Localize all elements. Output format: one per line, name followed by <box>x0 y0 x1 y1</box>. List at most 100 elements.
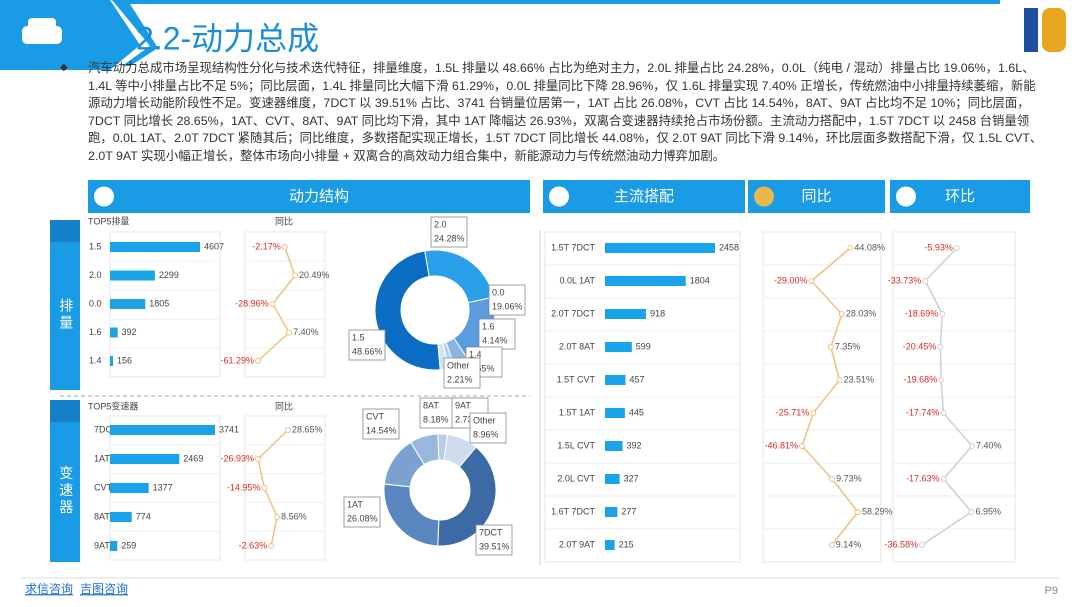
point <box>808 278 815 284</box>
car-icon <box>22 26 62 44</box>
slice-label: 2.0 <box>434 219 447 229</box>
slice-label-box <box>419 397 457 429</box>
point-label: -28.96% <box>235 298 269 308</box>
bar-value: 2299 <box>159 270 179 280</box>
bar-value: 457 <box>629 374 644 384</box>
point <box>810 410 817 416</box>
bar-label: 2.0T 8AT <box>559 341 596 351</box>
slice-value: 24.28% <box>434 233 465 243</box>
bar-value: 259 <box>121 540 136 550</box>
bar-label: 0.0 <box>89 298 102 308</box>
bar-value: 277 <box>621 506 636 516</box>
chart-frame <box>244 415 326 561</box>
slice-label: 1.5 <box>352 332 365 342</box>
bar-label: 8AT <box>94 511 110 521</box>
slice-value: 8.18% <box>423 414 449 424</box>
point-label: 7.35% <box>835 341 861 351</box>
section-header <box>88 180 530 213</box>
donut-slice <box>374 250 441 371</box>
slice-label: 1.4 <box>469 349 482 359</box>
point-label: -33.73% <box>888 275 922 285</box>
side-label: 变速器 <box>58 466 74 517</box>
point-label: 6.95% <box>975 506 1001 516</box>
bar <box>110 356 114 366</box>
bar-label: 9AT <box>94 540 110 550</box>
chart-title: 同比 <box>275 215 293 226</box>
logo <box>1042 8 1066 52</box>
slice-value: 26.08% <box>347 513 378 523</box>
point <box>829 476 836 482</box>
point <box>828 542 835 548</box>
bar-value: 2469 <box>183 453 203 463</box>
point <box>847 245 854 251</box>
bar-value: 1805 <box>149 298 169 308</box>
bar <box>110 242 200 252</box>
bar-label: 1.5T CVT <box>557 374 596 384</box>
section-title: 主流搭配 <box>614 188 674 205</box>
slice-label-box <box>488 284 526 316</box>
donut-slice <box>383 483 440 547</box>
point <box>968 509 975 515</box>
point-label: 9.14% <box>836 539 862 549</box>
point-label: 8.56% <box>281 511 307 521</box>
point <box>953 245 960 251</box>
bar-value: 392 <box>122 327 137 337</box>
point <box>937 344 944 350</box>
slice-label-box <box>443 357 481 389</box>
point-label: 28.65% <box>292 424 323 434</box>
bar <box>605 408 625 418</box>
bar-label: 2.0T 7DCT <box>551 308 595 318</box>
slice-label-box <box>469 412 507 444</box>
point <box>940 410 947 416</box>
bar-value: 156 <box>117 355 132 365</box>
bar-label: 1.5 <box>89 241 102 251</box>
bar-value: 327 <box>624 473 639 483</box>
bar <box>605 243 715 253</box>
slice-label: 9AT <box>455 400 471 410</box>
point-label: 58.29% <box>862 506 893 516</box>
slice-value: 19.06% <box>492 301 523 311</box>
slice-value: 39.51% <box>479 541 510 551</box>
bar <box>110 541 118 551</box>
bar <box>605 507 618 517</box>
point <box>919 542 925 548</box>
bar-value: 3741 <box>219 424 239 434</box>
line <box>801 247 859 546</box>
donut-slice <box>424 249 495 304</box>
point <box>274 514 281 520</box>
chart-title: TOP5排量 <box>88 215 129 226</box>
bullet: ◆ <box>60 62 68 73</box>
slice-label: 0.0 <box>492 287 505 297</box>
slice-label-box <box>475 524 513 556</box>
point-label: -2.63% <box>239 540 268 550</box>
point <box>940 476 947 482</box>
slice-label: 7DCT <box>479 527 503 537</box>
point-label: -46.81% <box>764 440 798 450</box>
slice-value: 2.73% <box>455 414 481 424</box>
point-label: -17.74% <box>906 407 940 417</box>
slice-value: 48.66% <box>352 346 383 356</box>
donut-slice <box>443 433 477 468</box>
footer-link[interactable]: 吉图咨询 <box>80 581 128 596</box>
point-label: 23.51% <box>843 374 874 384</box>
bar <box>605 375 626 385</box>
bar-value: 2458 <box>719 242 739 252</box>
point <box>799 443 805 449</box>
bar <box>110 425 215 435</box>
slice-label-box <box>362 408 400 440</box>
point <box>255 456 261 462</box>
bar-value: 445 <box>629 407 644 417</box>
footer-link[interactable]: 求信咨询 <box>25 581 73 596</box>
bar-label: 0.0L 1AT <box>559 275 595 285</box>
point-label: -26.93% <box>220 453 254 463</box>
point <box>268 543 275 549</box>
slice-value: 8.96% <box>473 429 499 439</box>
point-label: -20.45% <box>903 341 937 351</box>
chart-frame <box>244 231 326 378</box>
point <box>838 311 845 317</box>
point-label: -5.93% <box>924 242 953 252</box>
point <box>969 443 975 449</box>
bar-label: 1.5L CVT <box>557 440 595 450</box>
bar <box>110 512 132 522</box>
bar-value: 1377 <box>153 482 173 492</box>
